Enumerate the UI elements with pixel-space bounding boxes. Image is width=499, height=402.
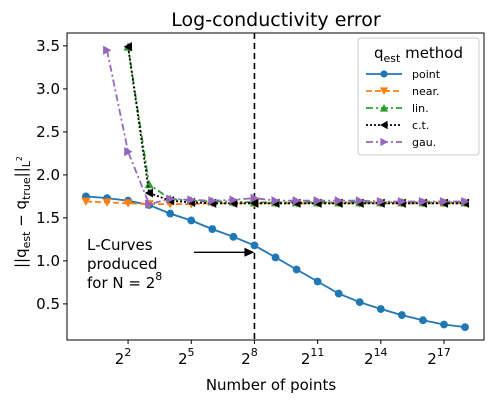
y-tick-label: 1.5 [36, 209, 60, 227]
plot-frame [66, 32, 485, 341]
data-point [313, 196, 322, 206]
legend-box [357, 37, 480, 156]
data-point [166, 194, 175, 204]
x-axis-label: Number of points [206, 376, 337, 394]
data-point [250, 198, 259, 208]
legend-marker [379, 87, 389, 95]
data-point [397, 196, 407, 207]
data-point [334, 289, 343, 298]
legend-marker [380, 120, 388, 130]
data-point [250, 193, 259, 203]
data-point [187, 195, 196, 205]
data-point [271, 196, 280, 206]
legend-entry: gau. [412, 136, 436, 149]
y-tick-label: 0.5 [36, 295, 60, 313]
data-point [419, 196, 428, 207]
data-point [461, 196, 470, 207]
data-point [440, 196, 449, 207]
data-point [229, 232, 238, 241]
data-point [440, 320, 448, 329]
data-point [208, 225, 217, 233]
annotation-line: produced [87, 255, 158, 273]
y-tick-label: 3.5 [36, 37, 60, 55]
legend-marker [380, 70, 388, 78]
chart-title: Log-conductivity error [171, 9, 381, 31]
legend-entry: near. [412, 85, 440, 98]
data-point [292, 196, 301, 206]
data-point [229, 195, 238, 205]
data-point [376, 305, 385, 313]
x-tick-label: 214 [364, 346, 388, 368]
legend-entry: lin. [412, 102, 429, 115]
legend-entry: c.t. [412, 119, 429, 132]
data-point [397, 311, 406, 319]
data-point [144, 188, 154, 198]
data-point [419, 316, 427, 325]
data-point [102, 198, 112, 207]
x-tick-label: 28 [241, 346, 258, 368]
data-point [187, 216, 196, 225]
legend-marker [379, 104, 389, 112]
data-point [208, 196, 217, 206]
x-tick-label: 211 [301, 346, 325, 368]
x-tick-label: 217 [427, 346, 451, 368]
data-point [103, 45, 112, 55]
data-point [144, 179, 154, 189]
data-point [123, 199, 133, 208]
legend-entry: point [412, 68, 441, 81]
y-tick-label: 1.0 [36, 252, 60, 270]
data-point [355, 196, 365, 206]
data-point [334, 196, 344, 206]
svg-text:||qest − qtrue||L2: ||qest − qtrue||L2 [12, 156, 33, 268]
y-tick-label: 3.0 [36, 80, 60, 98]
data-point [355, 298, 364, 307]
data-point [292, 265, 301, 274]
annotation-line: for N = 28 [87, 270, 162, 292]
data-point [145, 199, 154, 209]
data-point [81, 197, 91, 206]
annotation-arrowhead [244, 247, 255, 257]
x-tick-label: 22 [115, 346, 132, 368]
plot-area: 0.5 1.0 1.5 2.0 2.5 3.0 3.5 22 25 28 211 214 217 L-Cu… [36, 32, 485, 368]
data-point [271, 253, 280, 262]
data-point [250, 241, 259, 250]
y-tick-label: 2.0 [36, 166, 60, 184]
annotation-line: L-Curves [87, 236, 153, 254]
data-point [376, 196, 386, 207]
data-point [166, 209, 175, 218]
data-point [124, 147, 133, 157]
y-axis-label: ||qest − qtrue||L2 [12, 156, 33, 268]
data-point [313, 277, 322, 286]
y-tick-label: 2.5 [36, 123, 60, 141]
data-point [123, 42, 132, 52]
x-tick-label: 25 [178, 346, 195, 368]
data-point [461, 323, 469, 332]
legend-marker [380, 137, 388, 147]
